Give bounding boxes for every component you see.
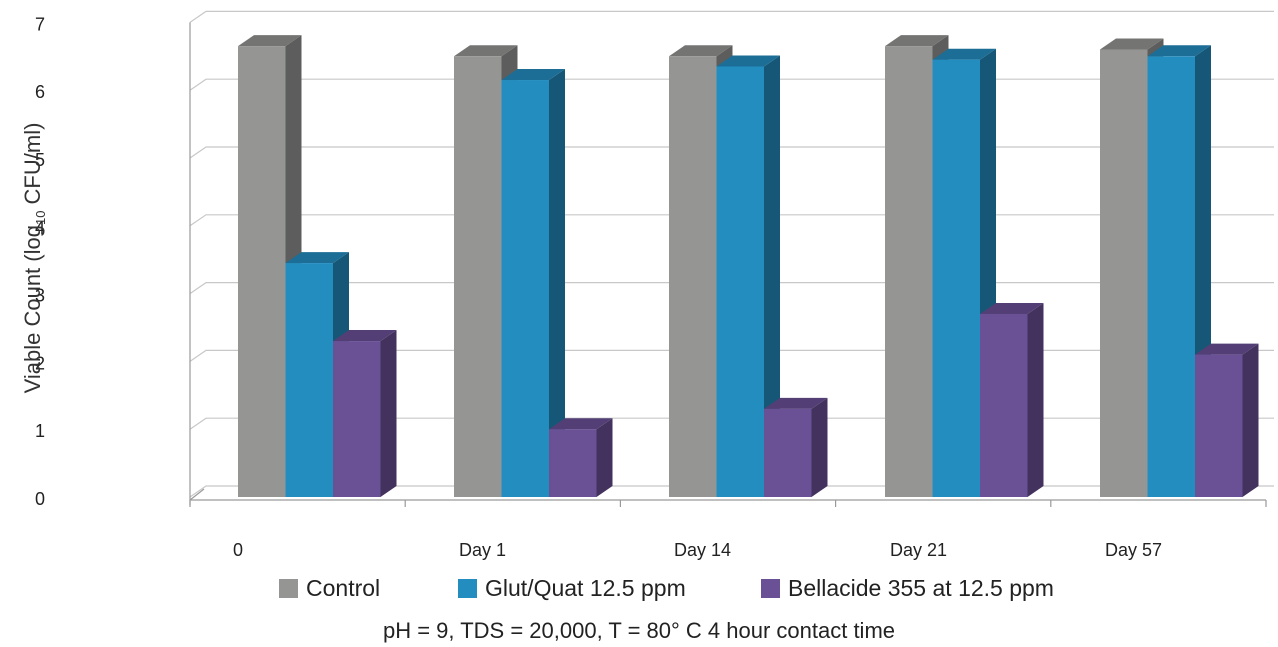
bar [932, 59, 980, 497]
legend-item-bellacide: Bellacide 355 at 12.5 ppm [761, 575, 1054, 602]
x-tick-label: Day 14 [674, 540, 731, 560]
gridline [189, 10, 1274, 23]
bar [885, 46, 933, 497]
y-tick-label: 0 [35, 489, 45, 509]
x-tick-label: Day 1 [459, 540, 506, 560]
bar [333, 341, 381, 497]
x-tick-label: Day 21 [890, 540, 947, 560]
bar-top [238, 35, 302, 47]
bar-top [932, 48, 996, 60]
y-tick-label: 4 [35, 218, 45, 238]
bar-side [1027, 302, 1044, 497]
legend-swatch-bellacide [761, 579, 780, 598]
y-tick-label: 3 [35, 286, 45, 306]
bar [1100, 49, 1148, 498]
x-tick-label: Day 57 [1105, 540, 1162, 560]
bar-side [811, 397, 828, 497]
bar [501, 80, 549, 497]
bar-top [454, 45, 518, 57]
bar-top [669, 45, 733, 57]
y-tick-label: 2 [35, 353, 45, 373]
bar-top [716, 55, 780, 67]
bar-side [549, 69, 565, 497]
y-tick-label: 5 [35, 150, 45, 170]
bar-top [885, 35, 949, 47]
legend-swatch-control [279, 579, 298, 598]
y-tick-label: 6 [35, 82, 45, 102]
bar-top [549, 418, 613, 430]
legend-label-glut-quat: Glut/Quat 12.5 ppm [485, 575, 686, 601]
legend-label-bellacide: Bellacide 355 at 12.5 ppm [788, 575, 1054, 601]
legend: Control Glut/Quat 12.5 ppm Bellacide 355… [0, 575, 1278, 615]
bar [764, 408, 812, 497]
bar-side [1242, 343, 1259, 497]
bar-side [380, 330, 397, 497]
bar-top [980, 302, 1044, 314]
bar-top [285, 252, 349, 264]
bar-top [333, 330, 397, 342]
bar-top [1100, 38, 1164, 50]
axis-line [189, 488, 205, 501]
bar [454, 56, 502, 498]
y-tick-label: 1 [35, 421, 45, 441]
bar [549, 429, 597, 497]
y-tick-label: 7 [35, 14, 45, 34]
bar [285, 263, 333, 497]
bar-side [596, 418, 613, 497]
bar-side [764, 55, 780, 497]
bar-top [501, 69, 565, 81]
bar [716, 66, 764, 497]
bar [1195, 354, 1243, 497]
legend-item-control: Control [279, 575, 380, 602]
bar [1147, 56, 1195, 498]
x-tick-label: 0 [233, 540, 243, 560]
bar-top [1195, 343, 1259, 355]
legend-swatch-glut-quat [458, 579, 477, 598]
bar-top [764, 397, 828, 409]
legend-item-glut-quat: Glut/Quat 12.5 ppm [458, 575, 686, 602]
bar-chart: 0 1 2 3 4 5 6 7 0 Day 1 Day 14 Day 21 Day 57 [35, 10, 1274, 560]
bar [238, 46, 286, 497]
bar [980, 313, 1028, 497]
legend-label-control: Control [306, 575, 381, 601]
bar-top [1147, 45, 1211, 57]
chart-caption: pH = 9, TDS = 20,000, T = 80° C 4 hour c… [382, 618, 896, 643]
bar [669, 56, 717, 498]
